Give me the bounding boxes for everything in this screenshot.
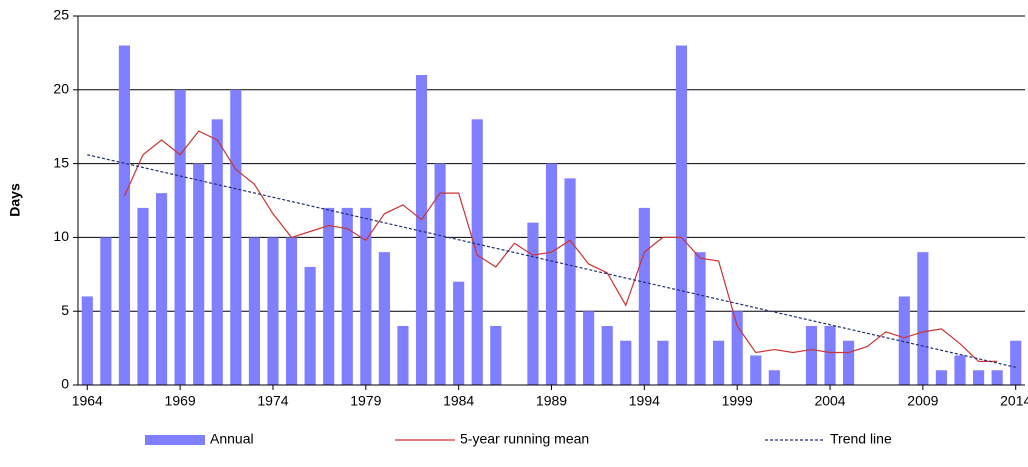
x-tick-label: 1964: [72, 393, 103, 409]
bar: [583, 311, 595, 385]
bar: [415, 75, 428, 385]
bar: [453, 281, 465, 385]
bar: [973, 370, 985, 385]
bar: [267, 237, 279, 385]
bar: [750, 355, 762, 385]
bar: [397, 325, 409, 385]
x-tick-label: 1979: [350, 393, 381, 409]
y-tick-label: 10: [53, 228, 69, 244]
bar: [230, 89, 242, 386]
legend-swatch: [145, 435, 205, 445]
bar: [694, 252, 706, 385]
trend-line: [87, 154, 1016, 368]
bar: [118, 45, 130, 386]
x-tick-label: 2004: [814, 393, 845, 409]
bar: [954, 355, 966, 385]
y-tick-label: 20: [53, 81, 69, 97]
bar: [657, 340, 669, 385]
series-line: [123, 130, 998, 362]
legend-label: Trend line: [830, 431, 892, 447]
legend-label: Annual: [210, 431, 254, 447]
bar: [527, 222, 539, 385]
bar: [174, 89, 186, 386]
bar: [675, 45, 688, 386]
x-tick-label: 2009: [907, 393, 938, 409]
x-tick-label: 1989: [536, 393, 567, 409]
y-axis-label: Days: [7, 183, 23, 217]
bar: [1010, 340, 1022, 385]
bar: [843, 340, 855, 385]
y-tick-label: 5: [61, 302, 69, 318]
bar: [323, 207, 335, 385]
bar: [471, 119, 483, 385]
bar: [100, 237, 112, 385]
bar: [898, 296, 910, 385]
bar: [917, 252, 929, 385]
bar: [768, 370, 780, 385]
bar: [248, 237, 260, 385]
y-tick-label: 0: [61, 376, 69, 392]
bar: [713, 340, 725, 385]
bar: [193, 163, 205, 385]
bar: [211, 119, 223, 385]
x-tick-label: 1969: [165, 393, 196, 409]
y-tick-label: 15: [53, 154, 69, 170]
bar: [490, 325, 502, 385]
bar: [81, 296, 93, 385]
bar: [285, 237, 298, 385]
bar: [434, 163, 446, 385]
bar: [137, 207, 149, 385]
bar: [620, 340, 632, 385]
bar: [731, 311, 743, 385]
bar: [805, 325, 818, 385]
bar: [991, 370, 1003, 385]
bar: [935, 370, 948, 385]
bar: [360, 207, 372, 385]
bar: [304, 266, 316, 385]
bar: [545, 163, 558, 385]
x-tick-label: 1974: [257, 393, 288, 409]
bar: [378, 252, 390, 385]
x-tick-label: 1984: [443, 393, 474, 409]
y-tick-label: 25: [53, 7, 69, 23]
x-tick-label: 1999: [722, 393, 753, 409]
bar: [824, 325, 836, 385]
legend-label: 5-year running mean: [460, 431, 589, 447]
bar: [155, 193, 168, 385]
x-tick-label: 1994: [629, 393, 660, 409]
bar: [638, 207, 650, 385]
bar: [341, 207, 353, 385]
bar: [564, 178, 576, 385]
bar: [601, 325, 613, 385]
x-tick-label: 2014: [1000, 393, 1028, 409]
